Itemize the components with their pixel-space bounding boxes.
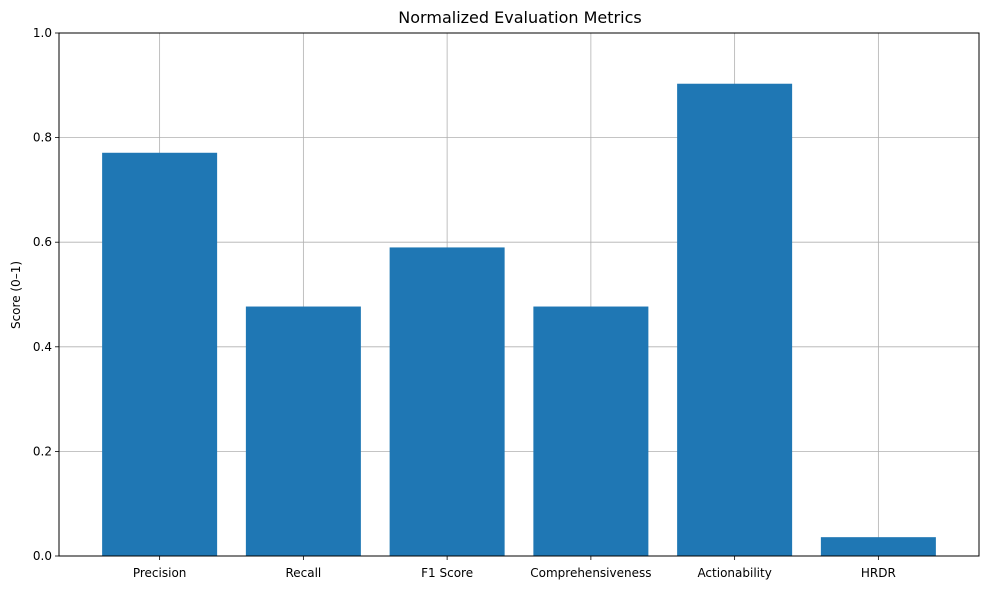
bar-f1-score bbox=[389, 247, 505, 556]
y-tick-label: 0.4 bbox=[33, 340, 52, 354]
y-tick-label: 1.0 bbox=[33, 26, 52, 40]
bar-actionability bbox=[677, 83, 793, 556]
bar-comprehensiveness bbox=[533, 306, 649, 556]
x-tick-label: Comprehensiveness bbox=[530, 566, 651, 580]
bar-recall bbox=[245, 306, 361, 556]
x-tick-label: Recall bbox=[285, 566, 321, 580]
bar-precision bbox=[102, 152, 218, 556]
x-tick-label: HRDR bbox=[861, 566, 896, 580]
chart-title: Normalized Evaluation Metrics bbox=[398, 8, 641, 27]
x-tick-label: Precision bbox=[133, 566, 187, 580]
x-axis-ticks: Precision Recall F1 Score Comprehensiveness… bbox=[133, 556, 896, 580]
bars bbox=[102, 83, 936, 556]
y-axis-label: Score (0–1) bbox=[9, 261, 23, 329]
y-tick-label: 0.6 bbox=[33, 235, 52, 249]
bar-hrdr bbox=[820, 537, 936, 556]
y-axis-ticks: 0.0 0.2 0.4 0.6 0.8 1.0 bbox=[33, 26, 59, 563]
x-tick-label: Actionability bbox=[697, 566, 771, 580]
y-tick-label: 0.8 bbox=[33, 131, 52, 145]
y-tick-label: 0.0 bbox=[33, 549, 52, 563]
y-tick-label: 0.2 bbox=[33, 444, 52, 458]
plot-frame bbox=[58, 32, 980, 557]
x-tick-label: F1 Score bbox=[421, 566, 473, 580]
